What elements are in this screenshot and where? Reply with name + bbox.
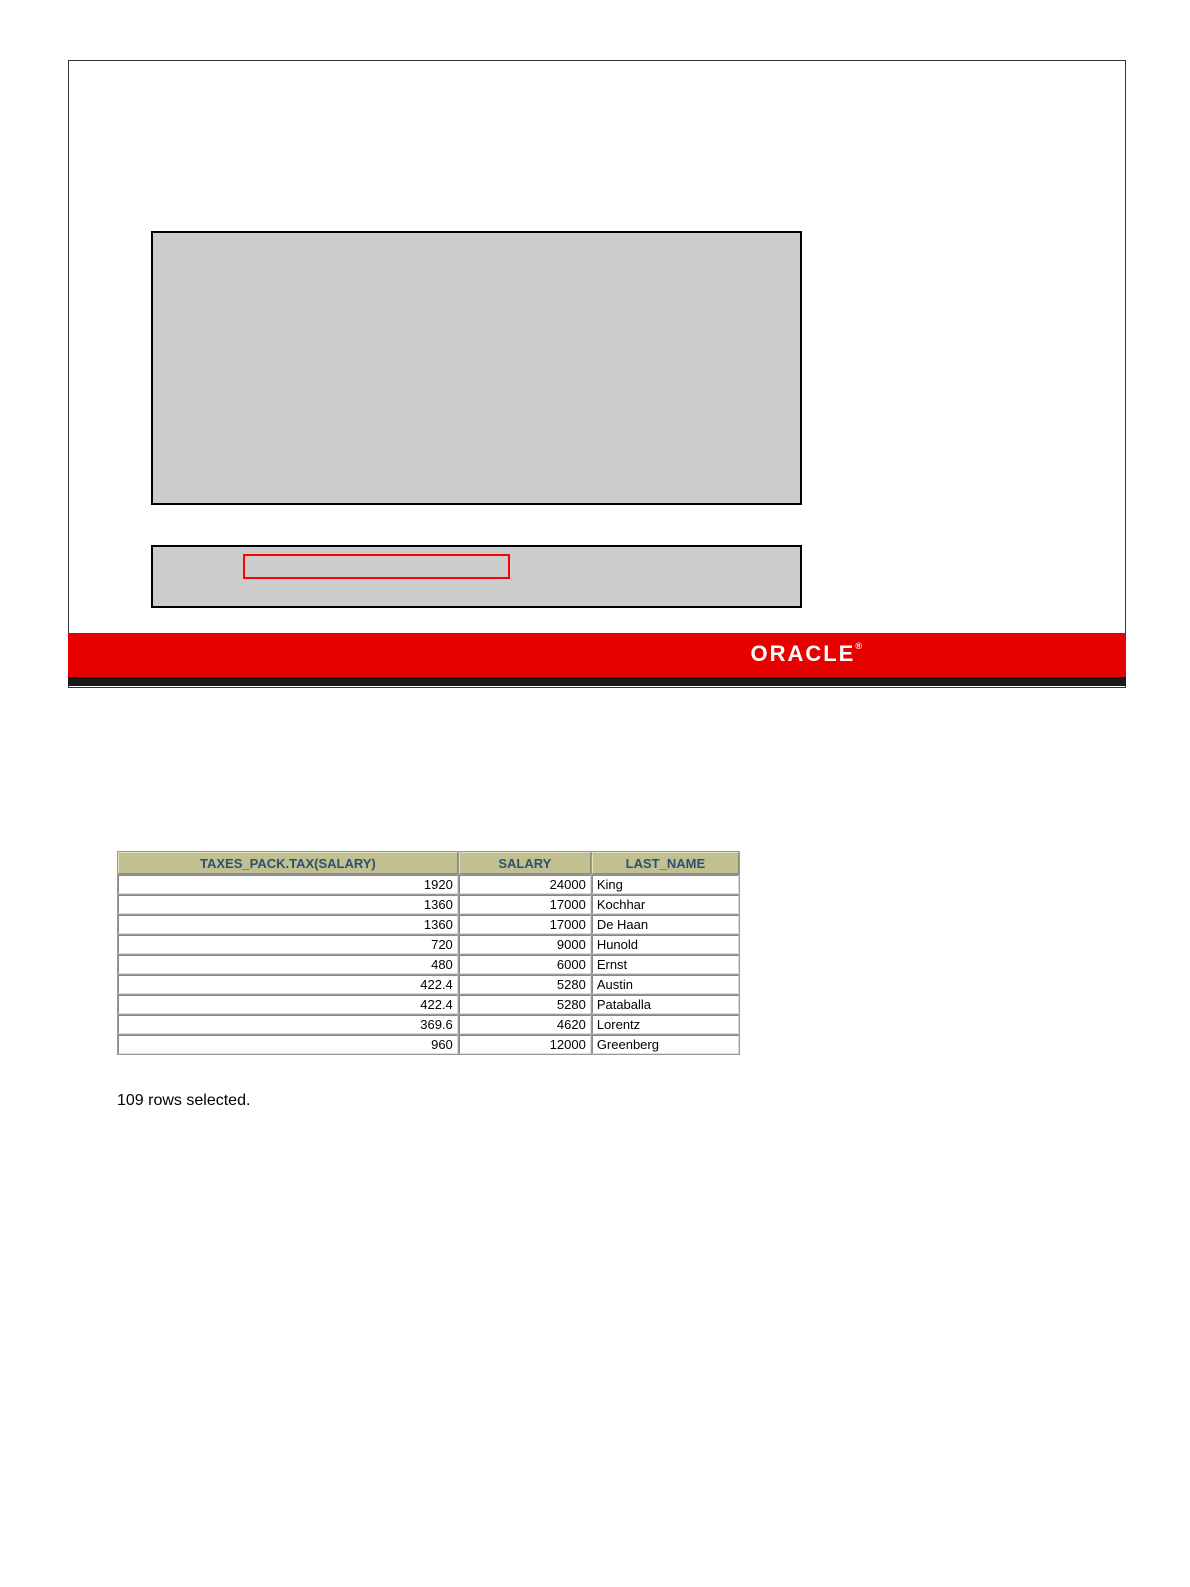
cell-tax: 720 [118, 935, 458, 954]
cell-lastname: Austin [592, 975, 739, 994]
table-header-row: TAXES_PACK.TAX(SALARY) SALARY LAST_NAME [118, 852, 739, 874]
cell-salary: 12000 [459, 1035, 591, 1054]
col-header-salary: SALARY [459, 852, 591, 874]
oracle-reg-mark: ® [855, 641, 864, 651]
cell-tax: 480 [118, 955, 458, 974]
oracle-brand-bar [68, 633, 1126, 677]
table-row: 1360 17000 Kochhar [118, 895, 739, 914]
cell-lastname: Ernst [592, 955, 739, 974]
table-row: 1360 17000 De Haan [118, 915, 739, 934]
cell-lastname: Kochhar [592, 895, 739, 914]
table-row: 422.4 5280 Austin [118, 975, 739, 994]
oracle-logo-text: ORACLE [750, 641, 855, 666]
cell-lastname: Hunold [592, 935, 739, 954]
cell-tax: 422.4 [118, 995, 458, 1014]
table-row: 1920 24000 King [118, 875, 739, 894]
table-row: 720 9000 Hunold [118, 935, 739, 954]
cell-tax: 422.4 [118, 975, 458, 994]
cell-salary: 6000 [459, 955, 591, 974]
cell-lastname: Pataballa [592, 995, 739, 1014]
cell-salary: 24000 [459, 875, 591, 894]
cell-salary: 17000 [459, 895, 591, 914]
cell-salary: 9000 [459, 935, 591, 954]
cell-salary: 5280 [459, 995, 591, 1014]
cell-salary: 5280 [459, 975, 591, 994]
cell-tax: 1360 [118, 915, 458, 934]
cell-tax: 960 [118, 1035, 458, 1054]
cell-salary: 17000 [459, 915, 591, 934]
cell-tax: 1920 [118, 875, 458, 894]
table-row: 369.6 4620 Lorentz [118, 1015, 739, 1034]
cell-salary: 4620 [459, 1015, 591, 1034]
table-row: 480 6000 Ernst [118, 955, 739, 974]
cell-lastname: King [592, 875, 739, 894]
oracle-brand-bar-dark [68, 677, 1126, 686]
cell-lastname: De Haan [592, 915, 739, 934]
rows-selected-status: 109 rows selected. [117, 1092, 250, 1110]
table-row: 960 12000 Greenberg [118, 1035, 739, 1054]
results-table: TAXES_PACK.TAX(SALARY) SALARY LAST_NAME … [117, 851, 740, 1055]
table-row: 422.4 5280 Pataballa [118, 995, 739, 1014]
col-header-tax: TAXES_PACK.TAX(SALARY) [118, 852, 458, 874]
cell-lastname: Lorentz [592, 1015, 739, 1034]
col-header-lastname: LAST_NAME [592, 852, 739, 874]
oracle-logo: ORACLE® [750, 641, 864, 667]
cell-lastname: Greenberg [592, 1035, 739, 1054]
red-highlight-box [243, 554, 510, 579]
cell-tax: 369.6 [118, 1015, 458, 1034]
code-box-upper [151, 231, 802, 505]
cell-tax: 1360 [118, 895, 458, 914]
